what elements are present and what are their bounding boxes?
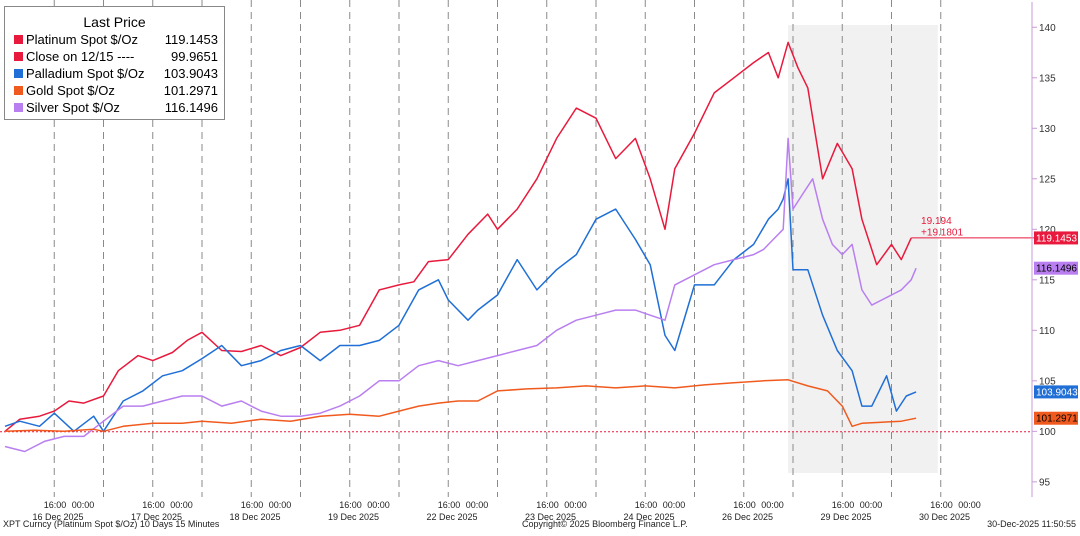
annotation-text: 19.194 [921,216,952,227]
x-tick-label: 16:00 [832,500,855,510]
x-day-label: 17 Dec 2025 [131,512,182,522]
x-tick-label: 00:00 [958,500,981,510]
footer-source: XPT Curncy (Platinum Spot $/Oz) 10 Days … [3,519,220,529]
x-tick-label: 00:00 [564,500,587,510]
footer-timestamp: 30-Dec-2025 11:50:55 [987,519,1076,529]
last-value-box [1034,231,1078,245]
x-tick-label: 00:00 [663,500,686,510]
x-day-label: 22 Dec 2025 [426,512,477,522]
legend-item-name: Platinum Spot $/Oz [26,32,138,47]
legend-item-name: Close on 12/15 ---- [26,49,135,64]
annotation-text: +19.1801 [921,227,963,238]
x-tick-label: 00:00 [170,500,193,510]
x-tick-label: 16:00 [930,500,953,510]
last-value-label: 101.2971 [1036,414,1078,425]
x-tick-label: 16:00 [536,500,559,510]
x-tick-label: 00:00 [466,500,489,510]
y-tick-label: 115 [1039,275,1055,286]
legend-item: Platinum Spot $/Oz 119.1453 [5,31,224,48]
y-tick-label: 140 [1039,23,1056,34]
legend-item: Gold Spot $/Oz 101.2971 [5,82,224,99]
last-value-label: 116.1496 [1036,264,1077,275]
x-tick-label: 00:00 [367,500,390,510]
x-day-label: 29 Dec 2025 [820,512,871,522]
series-line [4,178,917,433]
last-value-label: 119.1453 [1036,233,1077,244]
highlight-region [788,25,938,473]
last-value-box [1034,411,1078,425]
legend-item: Close on 12/15 ---- 99.9651 [5,48,224,65]
y-tick-label: 135 [1039,73,1056,84]
x-tick-label: 16:00 [339,500,362,510]
x-tick-label: 16:00 [733,500,756,510]
y-tick-label: 130 [1039,124,1056,135]
x-axis-labels: 16:00 00:00 16 Dec 2025 16:00 00:00 17 Dec 20… [32,500,980,522]
last-value-labels: 119.1453 116.1496 103.9043 101.2971 [1034,231,1078,425]
y-tick-label: 125 [1039,174,1056,185]
legend-item-name: Palladium Spot $/Oz [26,66,145,81]
legend: Last Price Platinum Spot $/Oz 119.1453 C… [4,6,225,120]
legend-swatch [14,103,23,112]
x-tick-label: 00:00 [269,500,292,510]
series-group [4,41,917,453]
last-value-label: 103.9043 [1036,387,1078,398]
chart-background [788,25,938,473]
x-day-label: 26 Dec 2025 [722,512,773,522]
y-tick-label: 120 [1039,225,1056,236]
x-day-label: 19 Dec 2025 [328,512,379,522]
series-line [4,137,917,453]
legend-item-value: 119.1453 [164,32,218,47]
x-tick-label: 16:00 [438,500,461,510]
legend-item-name: Gold Spot $/Oz [26,83,115,98]
x-tick-label: 16:00 [44,500,67,510]
x-tick-label: 00:00 [72,500,95,510]
last-value-box [1034,261,1078,275]
y-tick-label: 100 [1039,427,1056,438]
x-day-label: 18 Dec 2025 [229,512,280,522]
footer-copyright: Copyright© 2025 Bloomberg Finance L.P. [522,519,688,529]
baseline-group [0,237,1035,433]
x-tick-label: 00:00 [860,500,883,510]
legend-swatch [14,69,23,78]
legend-item-value: 99.9651 [171,49,218,64]
last-value-box [1034,385,1078,399]
legend-swatch [14,86,23,95]
annotations: 19.194+19.1801 [921,216,963,238]
x-tick-label: 16:00 [241,500,264,510]
x-day-label: 16 Dec 2025 [32,512,83,522]
legend-item-value: 101.2971 [163,83,218,98]
x-tick-label: 16:00 [142,500,165,510]
y-tick-label: 105 [1039,376,1056,387]
series-line [4,41,912,432]
legend-title: Last Price [83,14,146,30]
legend-item-value: 103.9043 [163,66,218,81]
legend-swatch [14,52,23,61]
legend-item: Silver Spot $/Oz 116.1496 [5,99,224,116]
legend-swatch [14,35,23,44]
x-day-label: 30 Dec 2025 [919,512,970,522]
y-axis: 95 100 105 110 115 120 125 130 135 140 [1031,2,1056,497]
legend-item: Palladium Spot $/Oz 103.9043 [5,65,224,82]
x-day-label: 23 Dec 2025 [525,512,576,522]
x-tick-label: 16:00 [635,500,658,510]
series-line [4,379,917,433]
legend-item-name: Silver Spot $/Oz [26,100,120,115]
legend-item-value: 116.1496 [164,100,218,115]
y-tick-label: 110 [1039,326,1055,337]
x-day-label: 24 Dec 2025 [623,512,674,522]
x-tick-label: 00:00 [761,500,784,510]
y-tick-label: 95 [1039,477,1051,488]
